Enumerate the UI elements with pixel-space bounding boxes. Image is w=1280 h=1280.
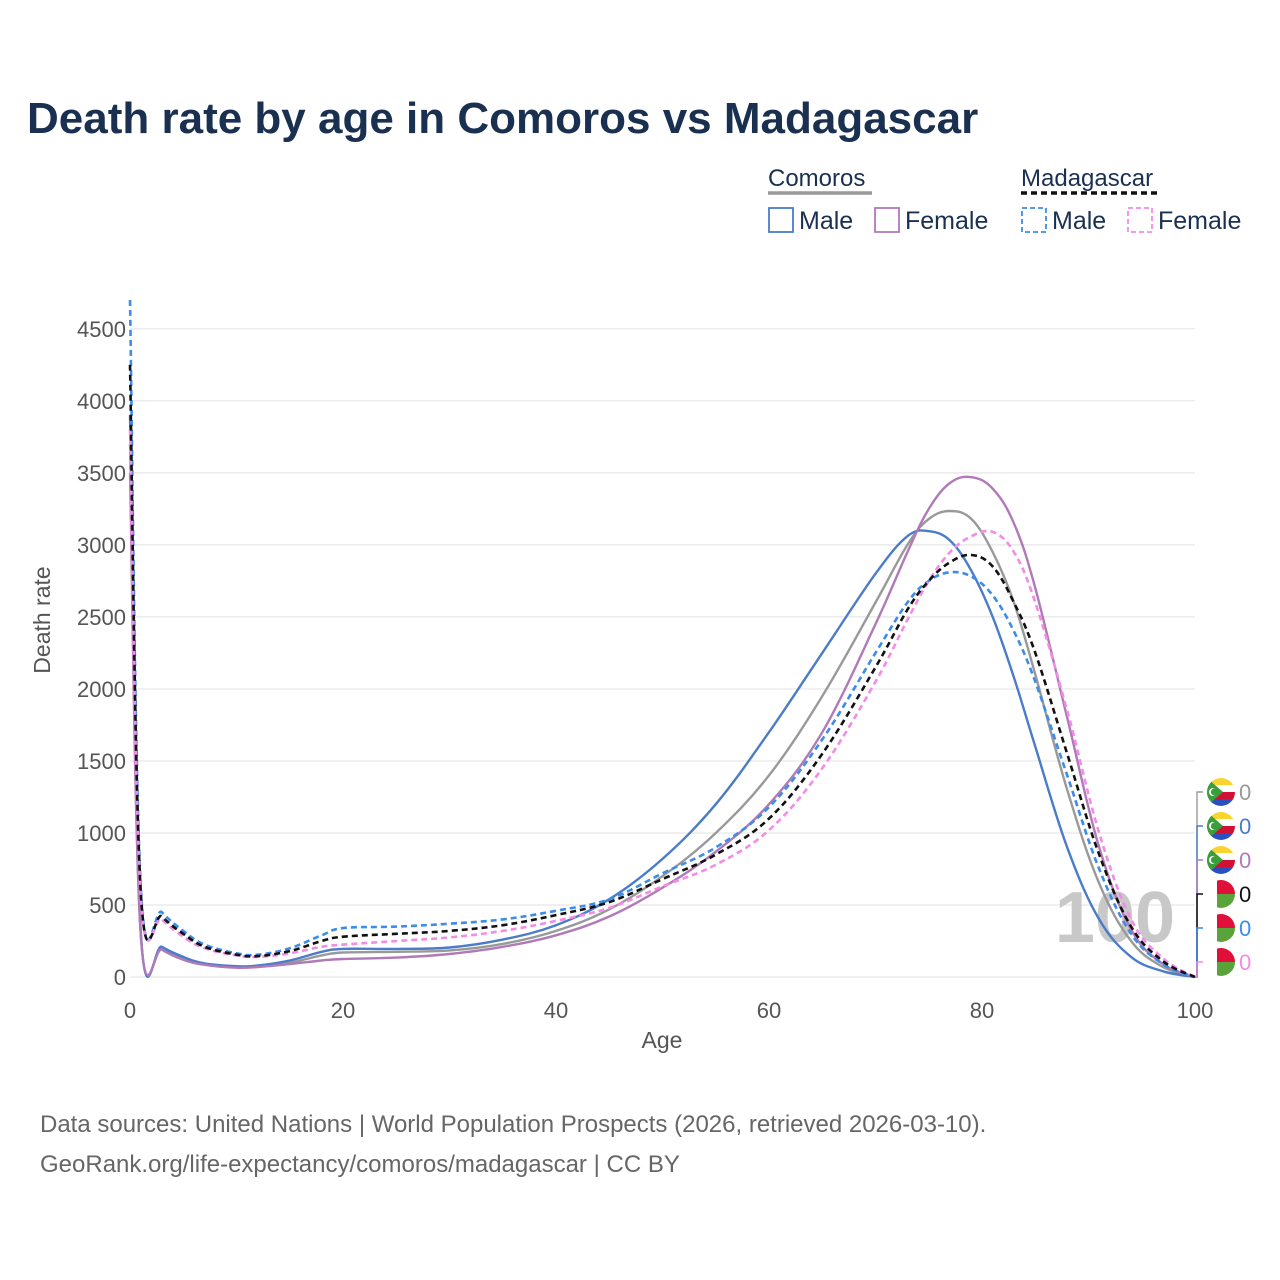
legend-group-comoros: Comoros Male Female bbox=[768, 165, 988, 235]
legend-item-label: Male bbox=[1052, 207, 1106, 235]
y-axis: 0 500 1000 1500 2000 2500 3000 3500 4000 4500 bbox=[77, 317, 126, 990]
end-marker-comoros-total: 0 bbox=[1195, 778, 1251, 978]
x-axis-title: Age bbox=[642, 1027, 683, 1053]
legend-group-madagascar: Madagascar Male Female bbox=[1021, 165, 1241, 235]
legend-item-label: Female bbox=[1158, 207, 1241, 235]
y-tick-label: 500 bbox=[89, 893, 126, 918]
end-value-label: 0 bbox=[1239, 882, 1251, 907]
y-tick-label: 0 bbox=[114, 965, 126, 990]
end-markers: 0 0 0 0 0 0 bbox=[1195, 778, 1251, 978]
madagascar-flag-icon bbox=[1207, 880, 1235, 908]
end-marker-comoros-female: 0 bbox=[1195, 846, 1251, 978]
x-axis: 0 20 40 60 80 100 bbox=[124, 998, 1213, 1023]
x-tick-label: 40 bbox=[544, 998, 568, 1023]
y-tick-label: 3500 bbox=[77, 461, 126, 486]
end-leader bbox=[1195, 927, 1203, 978]
end-leader bbox=[1195, 825, 1203, 978]
series-line-madagascar-male bbox=[128, 299, 1196, 979]
y-tick-label: 2000 bbox=[77, 677, 126, 702]
legend-swatch-female bbox=[874, 207, 900, 233]
end-value-label: 0 bbox=[1239, 814, 1251, 839]
y-tick-label: 4000 bbox=[77, 389, 126, 414]
comoros-flag-icon bbox=[1207, 846, 1235, 874]
end-value-label: 0 bbox=[1239, 780, 1251, 805]
end-leader bbox=[1195, 859, 1203, 978]
legend-item-label: Male bbox=[799, 207, 853, 235]
y-tick-label: 3000 bbox=[77, 533, 126, 558]
source-line-1: Data sources: United Nations | World Pop… bbox=[40, 1111, 986, 1138]
x-tick-label: 100 bbox=[1177, 998, 1214, 1023]
end-value-label: 0 bbox=[1239, 848, 1251, 873]
legend-item-label: Female bbox=[905, 207, 988, 235]
end-value-label: 0 bbox=[1239, 950, 1251, 975]
series-line-comoros-female bbox=[128, 472, 1196, 979]
legend-group-title: Madagascar bbox=[1021, 165, 1153, 192]
series-line-madagascar-total bbox=[128, 364, 1196, 979]
y-tick-label: 4500 bbox=[77, 317, 126, 342]
legend-group-title: Comoros bbox=[768, 165, 865, 192]
end-leader bbox=[1195, 791, 1203, 978]
series-line-madagascar-female bbox=[128, 429, 1196, 979]
y-tick-label: 1000 bbox=[77, 821, 126, 846]
x-tick-label: 20 bbox=[331, 998, 355, 1023]
end-leader bbox=[1195, 893, 1203, 978]
end-leader bbox=[1195, 961, 1203, 978]
series-line-comoros-male bbox=[128, 415, 1196, 979]
series-line-comoros-total bbox=[128, 444, 1196, 979]
comoros-flag-icon bbox=[1207, 812, 1235, 840]
madagascar-flag-icon bbox=[1207, 948, 1235, 976]
end-value-label: 0 bbox=[1239, 916, 1251, 941]
legend-swatch-male bbox=[1021, 207, 1047, 233]
madagascar-flag-icon bbox=[1207, 914, 1235, 942]
chart-title: Death rate by age in Comoros vs Madagasc… bbox=[27, 94, 978, 143]
end-marker-madagascar-female: 0 bbox=[1195, 948, 1251, 978]
x-tick-label: 60 bbox=[757, 998, 781, 1023]
grid bbox=[130, 328, 1195, 978]
y-axis-title: Death rate bbox=[29, 566, 55, 673]
y-tick-label: 2500 bbox=[77, 605, 126, 630]
end-marker-comoros-male: 0 bbox=[1195, 812, 1251, 978]
legend-swatch-male bbox=[768, 207, 794, 233]
x-tick-label: 80 bbox=[970, 998, 994, 1023]
y-tick-label: 1500 bbox=[77, 749, 126, 774]
series-lines bbox=[128, 299, 1196, 979]
legend-swatch-female bbox=[1127, 207, 1153, 233]
comoros-flag-icon bbox=[1207, 778, 1235, 806]
source-line-2: GeoRank.org/life-expectancy/comoros/mada… bbox=[40, 1151, 680, 1178]
x-tick-label: 0 bbox=[124, 998, 136, 1023]
